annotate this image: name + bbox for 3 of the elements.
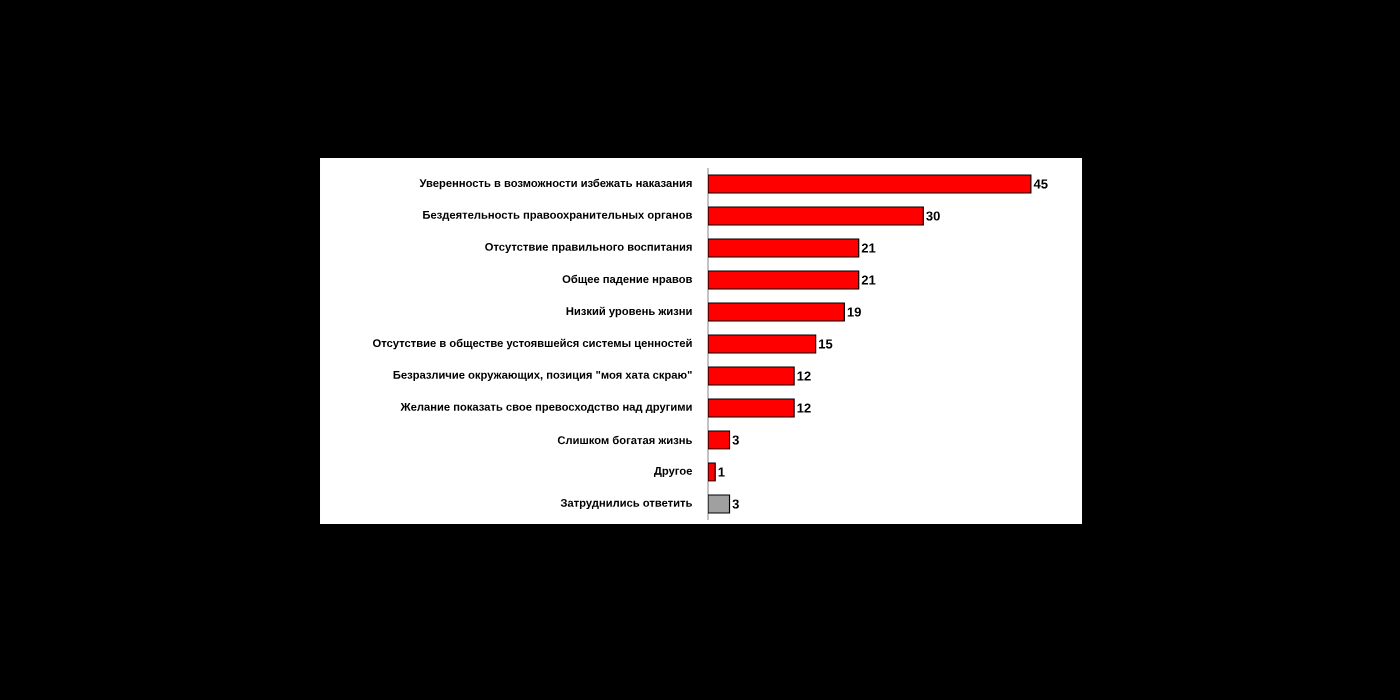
bar (708, 462, 716, 482)
bar (708, 430, 731, 450)
bar (708, 494, 731, 514)
